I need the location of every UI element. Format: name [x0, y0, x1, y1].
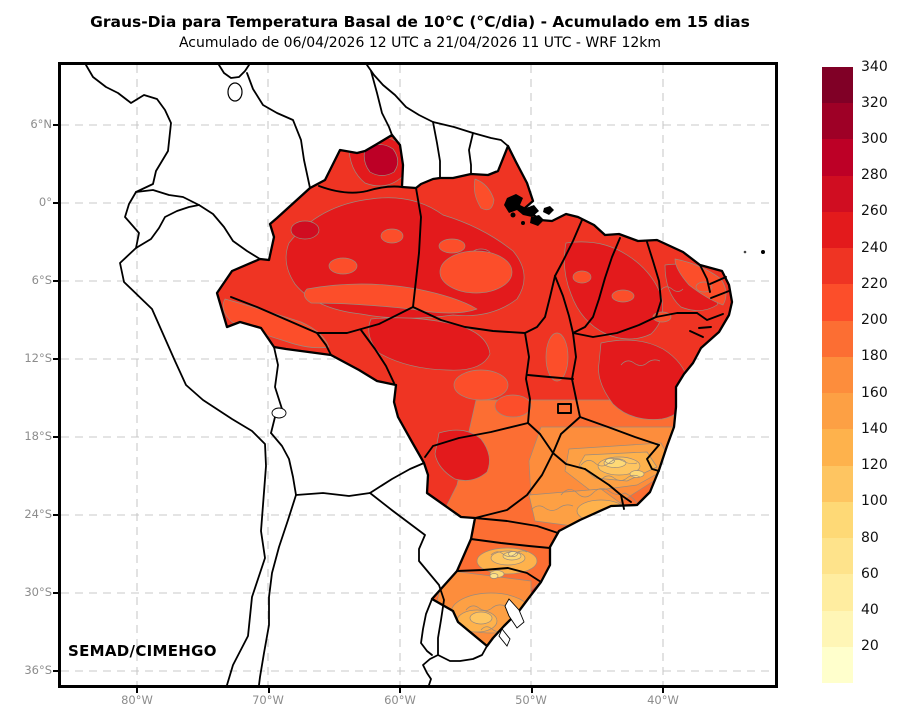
lon-tick-80w: 80°W [121, 693, 153, 707]
island-dot [761, 250, 765, 254]
amazon-delta-detail [504, 194, 554, 226]
colorbar-segment [822, 320, 853, 357]
colorbar-tick-label: 320 [861, 94, 888, 111]
colorbar-segment [822, 103, 853, 140]
colorbar-segment [822, 284, 853, 321]
axis-tick [136, 688, 138, 693]
colorbar [822, 67, 853, 683]
colorbar-segment [822, 139, 853, 176]
colorbar-segment [822, 356, 853, 394]
lat-tick-6n: 6°N [30, 117, 52, 131]
colorbar-tick-label: 60 [861, 565, 879, 582]
lat-tick-18s: 18°S [24, 429, 52, 443]
axis-tick [399, 688, 401, 693]
contour-lines [465, 286, 684, 632]
colorbar-tick-label: 200 [861, 312, 888, 329]
lon-tick-70w: 70°W [252, 693, 284, 707]
colorbar-segment [822, 393, 853, 430]
lon-tick-50w: 50°W [515, 693, 547, 707]
lon-tick-60w: 60°W [384, 693, 416, 707]
lat-tick-24s: 24°S [24, 507, 52, 521]
colorbar-tick-label: 120 [861, 457, 888, 474]
lat-tick-0: 0° [38, 195, 52, 209]
map-panel: SEMAD/CIMEHGO [58, 62, 778, 688]
axis-tick [53, 280, 58, 282]
colorbar-segment [822, 465, 853, 502]
lat-tick-36s: 36°S [24, 663, 52, 677]
lon-tick-40w: 40°W [647, 693, 679, 707]
island-dot-small [743, 250, 747, 254]
colorbar-segment [822, 610, 853, 647]
colorbar-tick-label: 100 [861, 493, 888, 510]
page-title: Graus-Dia para Temperatura Basal de 10°C… [90, 13, 750, 31]
axis-tick [662, 688, 664, 693]
credit-label: SEMAD/CIMEHGO [68, 642, 217, 660]
colorbar-tick-label: 160 [861, 384, 888, 401]
lat-tick-30s: 30°S [24, 585, 52, 599]
colorbar-tick-label: 40 [861, 602, 879, 619]
map-svg [61, 65, 775, 685]
axis-tick [53, 436, 58, 438]
axis-tick [531, 688, 533, 693]
colorbar-segment [822, 67, 853, 104]
axis-tick [53, 670, 58, 672]
colorbar-tick-label: 20 [861, 638, 879, 655]
page-subtitle: Acumulado de 06/04/2026 12 UTC a 21/04/2… [178, 35, 662, 51]
state-borders [230, 185, 730, 583]
lat-tick-6s: 6°S [31, 273, 52, 287]
colorbar-tick-label: 140 [861, 420, 888, 437]
colorbar-segment [822, 646, 853, 683]
axis-tick [53, 124, 58, 126]
axis-tick [53, 592, 58, 594]
lake-titicaca [271, 407, 287, 419]
axis-tick [268, 688, 270, 693]
brazil-outline [215, 133, 734, 648]
colorbar-tick-label: 300 [861, 130, 888, 147]
coastlines-and-country-borders [85, 65, 509, 685]
colorbar-segment [822, 429, 853, 466]
axis-tick [53, 358, 58, 360]
colorbar-tick-label: 240 [861, 239, 888, 256]
colorbar-tick-label: 280 [861, 167, 888, 184]
axis-tick [53, 514, 58, 516]
colorbar-segment [822, 211, 853, 249]
colorbar-tick-label: 340 [861, 58, 888, 75]
colorbar-tick-label: 220 [861, 275, 888, 292]
axis-tick [53, 202, 58, 204]
colorbar-segment [822, 538, 853, 575]
colorbar-segment [822, 175, 853, 212]
colorbar-tick-label: 80 [861, 529, 879, 546]
colorbar-segment [822, 248, 853, 285]
lakes [271, 407, 525, 647]
colorbar-segment [822, 501, 853, 539]
colorbar-tick-label: 260 [861, 203, 888, 220]
lat-tick-12s: 12°S [24, 351, 52, 365]
colorbar-segment [822, 574, 853, 611]
colorbar-tick-label: 180 [861, 348, 888, 365]
